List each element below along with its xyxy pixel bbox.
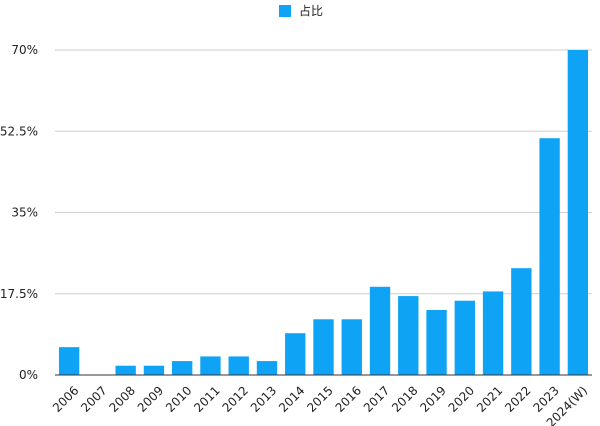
y-tick-label: 0% bbox=[19, 368, 38, 382]
gridlines bbox=[55, 49, 592, 295]
x-tick-label: 2008 bbox=[107, 383, 138, 414]
bar-2020 bbox=[454, 300, 475, 375]
x-tick-label: 2021 bbox=[474, 383, 505, 414]
bar-2018 bbox=[398, 296, 419, 375]
bar-2016 bbox=[341, 319, 362, 375]
bar-2022 bbox=[511, 268, 532, 375]
bar-2017 bbox=[369, 286, 391, 375]
x-tick-label: 2020 bbox=[446, 383, 477, 414]
bar-2013 bbox=[256, 361, 278, 375]
bar-2009 bbox=[143, 365, 165, 375]
y-tick-label: 35% bbox=[11, 206, 38, 220]
x-tick-label: 2017 bbox=[361, 383, 392, 414]
x-tick-label: 2015 bbox=[304, 383, 335, 414]
x-tick-label: 2013 bbox=[248, 383, 279, 414]
y-axis-labels: 0% 17.5% 35% 52.5% 70% bbox=[0, 43, 38, 382]
y-tick-label: 17.5% bbox=[0, 287, 38, 301]
y-tick-label: 70% bbox=[11, 43, 38, 57]
bar-2019 bbox=[426, 310, 447, 375]
x-tick-label: 2006 bbox=[50, 383, 81, 414]
x-tick-label: 2010 bbox=[163, 383, 194, 414]
x-axis-labels: 2006200720082009201020112012201320142015… bbox=[50, 383, 590, 426]
bar-2015 bbox=[313, 319, 334, 375]
x-tick-label: 2014 bbox=[276, 383, 307, 414]
bar-2008 bbox=[115, 365, 136, 375]
bars bbox=[58, 50, 589, 375]
bar-2012 bbox=[228, 356, 249, 375]
x-tick-label: 2007 bbox=[78, 383, 109, 414]
x-tick-label: 2022 bbox=[502, 383, 533, 414]
bar-2010 bbox=[172, 361, 193, 375]
x-tick-label: 2016 bbox=[333, 383, 364, 414]
x-tick-label: 2018 bbox=[389, 383, 420, 414]
bar-2024(W) bbox=[567, 50, 589, 375]
bar-2011 bbox=[200, 356, 221, 375]
bar-2014 bbox=[285, 333, 306, 375]
legend-swatch bbox=[279, 5, 291, 17]
bar-2006 bbox=[58, 347, 80, 375]
bar-2021 bbox=[482, 291, 504, 375]
x-tick-label: 2012 bbox=[220, 383, 251, 414]
x-tick-label: 2009 bbox=[135, 383, 166, 414]
y-tick-label: 52.5% bbox=[0, 124, 38, 138]
legend: 占比 bbox=[279, 3, 323, 18]
bar-2023 bbox=[539, 138, 560, 375]
x-tick-label: 2011 bbox=[191, 383, 222, 414]
x-tick-label: 2019 bbox=[417, 383, 448, 414]
legend-label: 占比 bbox=[299, 3, 323, 18]
